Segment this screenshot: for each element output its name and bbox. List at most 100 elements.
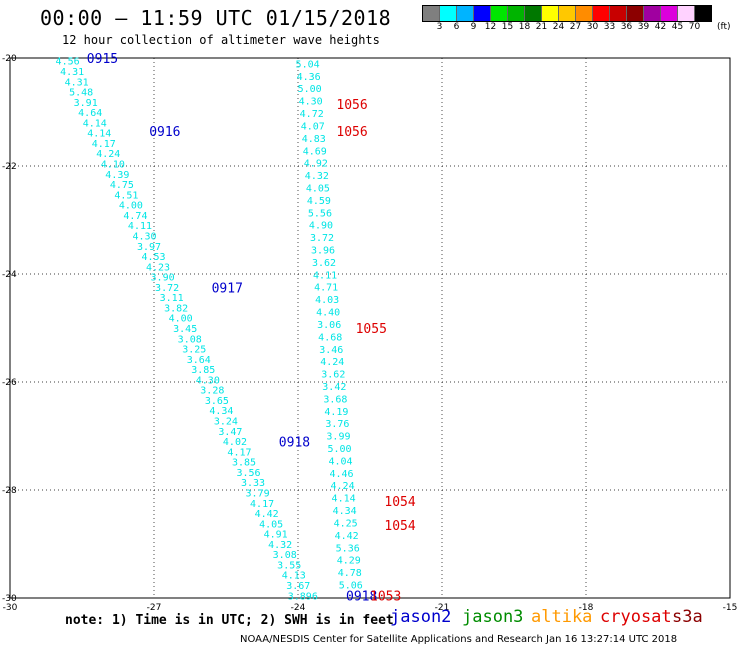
- legend-swatch: [559, 6, 576, 21]
- x-tick-label: -24: [291, 603, 306, 613]
- legend-swatch: [678, 6, 695, 21]
- swh-value-jason2: 4.17: [92, 139, 116, 150]
- legend-label: 24: [552, 22, 565, 32]
- swh-value-cryosat: 4.19: [324, 407, 348, 418]
- swh-value-jason2: 3.85: [232, 458, 256, 469]
- swh-value-jason2: 4.31: [65, 77, 89, 88]
- footer-credit: NOAA/NESDIS Center for Satellite Applica…: [240, 634, 678, 645]
- swh-value-cryosat: 5.00: [327, 444, 351, 455]
- legend-label: 30: [586, 22, 599, 32]
- legend-swatch: [474, 6, 491, 21]
- swh-value-jason2: 3.72: [155, 283, 179, 294]
- swh-value-jason2: 3.08: [273, 550, 297, 561]
- legend-swatch: [542, 6, 559, 21]
- legend-label: 39: [637, 22, 650, 32]
- swh-value-jason2: 3.65: [205, 396, 229, 407]
- pass-time-label: 0916: [149, 125, 180, 140]
- legend-swatch: [525, 6, 542, 21]
- swh-value-jason2: 3.97: [137, 242, 161, 253]
- pass-time-label: 1055: [356, 322, 387, 337]
- satellite-jason2: jason2: [390, 607, 452, 627]
- page-title: 00:00 – 11:59 UTC 01/15/2018: [40, 6, 392, 30]
- swh-value-cryosat: 4.05: [306, 183, 330, 194]
- legend-swatch: [593, 6, 610, 21]
- swh-value-cryosat: 3.62: [321, 370, 345, 381]
- x-tick-label: -18: [579, 603, 594, 613]
- swh-value-cryosat: 4.36: [297, 72, 321, 83]
- swh-value-jason2: 4.00: [169, 314, 193, 325]
- swh-value-jason2: 3.64: [187, 355, 211, 366]
- swh-value-jason2: 3.11: [160, 293, 184, 304]
- swh-value-jason2: 4.75: [110, 180, 134, 191]
- x-tick-label: -27: [147, 603, 162, 613]
- legend-swatch: [491, 6, 508, 21]
- legend-label: 6: [453, 22, 460, 32]
- swh-value-cryosat: 4.42: [335, 531, 359, 542]
- pass-time-label: 1056: [336, 125, 367, 140]
- pass-time-label: 0917: [212, 282, 243, 297]
- legend-swatch: [508, 6, 525, 21]
- footer-note: note: 1) Time is in UTC; 2) SWH is in fe…: [65, 613, 394, 628]
- swh-value-cryosat: 4.72: [300, 109, 324, 120]
- legend-label: 18: [518, 22, 531, 32]
- y-tick-label: -24: [2, 270, 17, 280]
- legend-swatch: [627, 6, 644, 21]
- color-legend-unit: (ft): [717, 22, 731, 32]
- swh-value-jason2: 3.08: [178, 334, 202, 345]
- pass-time-label: 1053: [370, 589, 401, 604]
- swh-value-cryosat: 4.34: [333, 506, 357, 517]
- swh-value-jason2: 4.51: [114, 190, 138, 201]
- legend-swatch: [695, 6, 711, 21]
- swh-value-jason2: 4.23: [146, 262, 170, 273]
- swh-value-cryosat: 3.42: [322, 382, 346, 393]
- swh-value-cryosat: 3.62: [312, 258, 336, 269]
- satellite-cryosat: cryosat: [600, 607, 672, 627]
- legend-label: 70: [688, 22, 701, 32]
- swh-value-cryosat: 3.06: [317, 320, 341, 331]
- swh-value-cryosat: 5.00: [298, 84, 322, 95]
- swh-value-jason2: 4.13: [282, 571, 306, 582]
- swh-value-jason2: 4.53: [141, 252, 165, 263]
- swh-value-jason2: 3.56: [236, 468, 260, 479]
- satellite-altika: altika: [531, 607, 593, 627]
- swh-value-jason2: 3.79: [246, 488, 270, 499]
- legend-swatch: [576, 6, 593, 21]
- legend-label: 27: [569, 22, 582, 32]
- color-legend-labels: 3 6 9 12 15 18 21 24 27 30 33 36 39 42 45 70: [422, 22, 703, 32]
- swh-value-cryosat: 3.46: [319, 345, 343, 356]
- swh-value-cryosat: 4.40: [316, 308, 340, 319]
- swh-value-jason2: 3.90: [151, 273, 175, 284]
- swh-value-jason2: 4.17: [250, 499, 274, 510]
- swh-value-jason2: 4.02: [223, 437, 247, 448]
- swh-value-jason2: 3.47: [218, 427, 242, 438]
- pass-time-label: 0918: [279, 435, 310, 450]
- legend-label: 3: [436, 22, 443, 32]
- color-legend: [422, 5, 712, 22]
- swh-value-jason2: 4.74: [123, 211, 147, 222]
- y-tick-label: -30: [2, 594, 17, 604]
- swh-value-cryosat: 5.36: [336, 543, 360, 554]
- swh-value-jason2: 4.64: [78, 108, 102, 119]
- swh-value-jason2: 4.30: [196, 375, 220, 386]
- swh-value-jason2: 4.14: [83, 118, 107, 129]
- legend-swatch: [423, 6, 440, 21]
- legend-label: 42: [654, 22, 667, 32]
- swh-value-jason2: 4.34: [209, 406, 233, 417]
- swh-value-cryosat: 3.72: [310, 233, 334, 244]
- swh-value-cryosat: 4.24: [320, 357, 344, 368]
- swh-value-jason2: 4.24: [96, 149, 120, 160]
- swh-value-jason2: 4.31: [60, 67, 84, 78]
- page-subtitle: 12 hour collection of altimeter wave hei…: [62, 33, 380, 47]
- swh-value-cryosat: 4.24: [331, 481, 355, 492]
- swh-value-cryosat: 5.06: [339, 581, 363, 592]
- swh-value-cryosat: 4.03: [315, 295, 339, 306]
- legend-swatch: [644, 6, 661, 21]
- legend-label: 33: [603, 22, 616, 32]
- y-tick-label: -28: [2, 486, 17, 496]
- satellite-jason3: jason3: [462, 607, 524, 627]
- swh-value-jason2: 3.28: [200, 386, 224, 397]
- legend-label: 12: [484, 22, 497, 32]
- swh-value-cryosat: 4.29: [337, 556, 361, 567]
- swh-value-cryosat: 3.76: [325, 419, 349, 430]
- swh-value-cryosat: 4.46: [329, 469, 353, 480]
